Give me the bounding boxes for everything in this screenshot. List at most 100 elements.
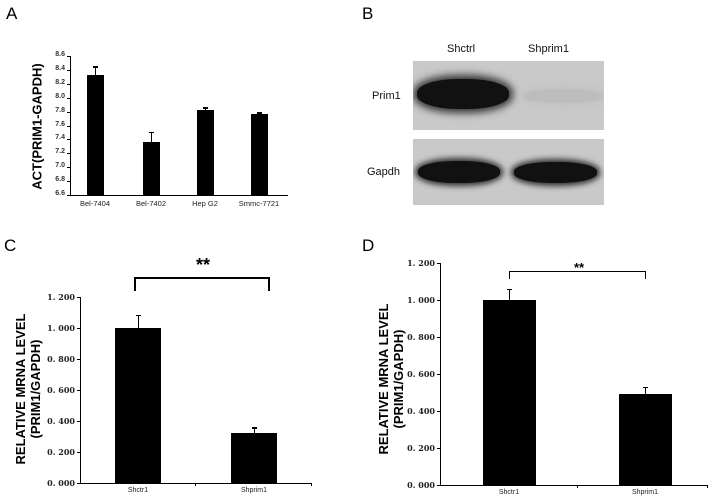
x-axis-c <box>80 483 312 484</box>
y-tick <box>67 98 70 99</box>
x-category-label: Shctr1 <box>498 489 520 496</box>
y-tick <box>67 181 70 182</box>
y-tick-label: 7.6 <box>55 121 65 128</box>
y-tick <box>67 112 70 113</box>
bar <box>482 300 536 485</box>
significance-bracket-c <box>134 277 270 291</box>
y-axis-label-d-line1: RELATIVE MRNA LEVEL <box>376 303 391 455</box>
lane-label-shctrl: Shctrl <box>447 43 476 55</box>
y-tick <box>67 153 70 154</box>
y-tick-label: 0. 000 <box>47 478 75 488</box>
y-tick <box>437 485 440 486</box>
panel-letter-a: A <box>6 4 18 23</box>
row-label-prim1: Prim1 <box>372 90 401 102</box>
y-tick-label: 7.0 <box>55 162 65 169</box>
y-axis-label-c-line1: RELATIVE MRNA LEVEL <box>13 313 28 465</box>
y-tick-label: 1. 000 <box>47 323 75 333</box>
x-tick-c <box>311 483 312 486</box>
y-tick-label: 0. 600 <box>407 369 435 379</box>
bar <box>142 142 160 195</box>
y-axis-c <box>80 297 81 484</box>
y-tick <box>67 126 70 127</box>
y-axis-a <box>70 56 71 196</box>
y-tick-label: 6.8 <box>55 176 65 183</box>
y-tick-label: 0. 600 <box>47 385 75 395</box>
y-tick-label: 0. 400 <box>407 406 435 416</box>
y-tick <box>67 195 70 196</box>
blot-prim1 <box>413 61 604 130</box>
significance-bracket-d <box>509 271 646 279</box>
row-label-gapdh: Gapdh <box>367 166 401 178</box>
y-tick <box>437 448 440 449</box>
error-bar <box>508 288 510 300</box>
y-axis-label-d-line2: (PRIM1/GAPDH) <box>391 329 406 429</box>
error-bar <box>137 314 139 328</box>
y-tick <box>77 483 80 484</box>
significance-marker-c: ** <box>195 255 210 275</box>
y-tick-label: 0. 800 <box>47 354 75 364</box>
y-tick-label: 0. 200 <box>407 443 435 453</box>
x-axis-a <box>70 195 288 196</box>
error-bar-cap <box>136 314 141 317</box>
error-bar-cap <box>507 288 512 291</box>
panel-letter-b: B <box>362 4 374 23</box>
error-bar-cap <box>257 112 262 114</box>
x-category-label: Bel-7402 <box>135 199 167 208</box>
x-tick-d <box>707 485 708 488</box>
y-tick-label: 1. 200 <box>47 292 75 302</box>
x-axis-d <box>440 485 708 486</box>
y-tick-label: 6.6 <box>55 190 65 197</box>
y-tick <box>437 374 440 375</box>
panel-letter-d: D <box>362 236 375 255</box>
error-bar <box>94 66 96 76</box>
y-tick <box>67 139 70 140</box>
y-tick <box>437 411 440 412</box>
y-axis-d <box>440 263 441 486</box>
y-tick <box>67 167 70 168</box>
bar <box>196 110 214 195</box>
y-axis-label-d: RELATIVE MRNA LEVEL (PRIM1/GAPDH) <box>376 299 406 459</box>
y-tick-label: 0. 000 <box>407 480 435 490</box>
bar <box>250 114 268 195</box>
band-gapdh-shctrl <box>418 161 500 183</box>
error-bar-cap <box>149 131 154 134</box>
y-tick-label: 8.2 <box>55 79 65 86</box>
y-tick <box>67 70 70 71</box>
significance-marker-d: ** <box>573 260 585 275</box>
y-tick <box>77 452 80 453</box>
bar <box>618 394 672 485</box>
error-bar-cap <box>93 66 98 68</box>
panel-letter-c: C <box>4 236 17 255</box>
band-prim1-shctrl <box>417 79 509 109</box>
x-category-label: Hep G2 <box>192 199 218 208</box>
y-tick-label: 1. 000 <box>407 295 435 305</box>
y-tick-label: 8.4 <box>55 65 65 72</box>
y-tick-label: 7.2 <box>55 148 65 155</box>
y-tick <box>437 300 440 301</box>
y-tick <box>77 297 80 298</box>
y-tick-label: 0. 200 <box>47 447 75 457</box>
error-bar-cap <box>643 386 648 389</box>
x-category-label: Smmc-7721 <box>238 199 280 208</box>
x-category-label: Shprim1 <box>631 489 659 496</box>
y-tick <box>77 359 80 360</box>
x-category-label: Bel-7404 <box>79 199 111 208</box>
y-tick <box>77 328 80 329</box>
bar <box>115 328 161 483</box>
lane-label-shprim1: Shprim1 <box>528 43 569 55</box>
x-category-label: Shprim1 <box>240 487 268 494</box>
bar <box>86 75 104 195</box>
y-tick <box>67 56 70 57</box>
y-tick <box>437 263 440 264</box>
y-tick-label: 0. 400 <box>47 416 75 426</box>
y-tick <box>77 390 80 391</box>
blot-gapdh <box>413 139 604 205</box>
y-tick-label: 7.4 <box>55 134 65 141</box>
y-tick <box>67 84 70 85</box>
y-tick <box>77 421 80 422</box>
y-tick-label: 8.0 <box>55 93 65 100</box>
error-bar-cap <box>252 427 257 429</box>
band-prim1-shprim1 <box>523 89 603 103</box>
error-bar-cap <box>203 107 208 109</box>
error-bar <box>644 386 646 395</box>
